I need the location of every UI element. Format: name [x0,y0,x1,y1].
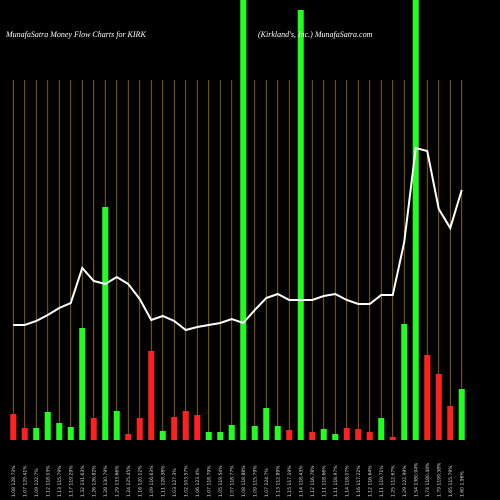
bar [366,432,373,440]
bar [79,328,86,440]
bar [297,10,304,440]
chart-subtitle: (Kirkland's, Inc.) MunafaSatra.com [258,30,373,39]
x-tick-label: 1.16 117.22% [356,465,362,497]
x-tick-label: 1.11 128.38% [160,465,166,497]
x-tick-label: 1.12 116.78% [310,465,316,497]
bar [171,417,178,440]
bar [458,389,465,440]
x-tick-label: 1.24 125.45% [126,465,132,497]
x-tick-label: 1.65 115.79% [448,465,454,497]
bar [263,408,270,440]
x-tick-label: 1.06 123.4% [195,468,201,497]
x-tick-label: 1.07 129.41% [22,465,28,497]
bar [136,418,143,440]
x-tick-label: 1.09 116.63% [149,465,155,497]
x-tick-label: 1.09 115.79% [252,465,258,497]
bar [320,429,327,440]
x-tick-label: 1.32 131.63% [80,465,86,497]
bar [274,426,281,440]
bar [240,0,247,440]
x-tick-label: 1.25 112.67% [390,465,396,497]
bar [286,430,293,440]
bar [355,429,362,440]
x-tick-label: 1.29 133.66% [114,465,120,497]
x-tick-label: 1.11 118.97% [333,465,339,497]
bar [412,0,419,440]
lines [13,146,463,332]
bar [90,418,97,440]
x-tick-label: 1.54 1380.94% [413,462,419,497]
chart-title: MunafaSatra Money Flow Charts for KIRK [5,30,146,39]
x-tick-label: 1.07 118.79% [206,465,212,497]
bar [159,431,166,440]
x-tick-label: 1.03 127.3% [172,468,178,497]
bar [182,411,189,440]
bar [309,432,316,440]
bar [67,427,74,440]
x-tick-label: 1.29 122.99% [402,465,408,497]
bar [435,374,442,440]
money-flow-line [13,146,463,332]
x-tick-label: 1.14 118.07% [344,465,350,497]
bar [44,412,51,440]
bar [33,428,40,440]
bar [194,415,201,440]
bar [21,428,28,440]
bar [148,351,155,440]
x-tick-label: 1.07 124.7% [264,468,270,497]
bar [332,434,339,440]
x-tick-label: 1.07 118.77% [229,465,235,497]
x-tick-label: 1.12 118.03% [45,465,51,497]
bar [205,432,212,440]
bar [125,434,132,440]
x-tick-label: 1.79 1199.38% [436,462,442,497]
x-tick-label: 1.15 117.19% [287,465,293,497]
x-tick-label: 1.28 130.79% [103,465,109,497]
bar [401,324,408,440]
x-tick-label: 1.26 126.82% [91,465,97,497]
x-tick-label: 1.08 118.88% [241,465,247,497]
bar [447,406,454,440]
x-tick-label: 1.16 120.12% [137,465,143,497]
x-tick-label: 1.08 128.73% [11,465,17,497]
bar [378,418,385,440]
bar [56,423,63,440]
x-tick-label: 1.14 118.43% [298,465,304,497]
bar [113,411,120,440]
x-tick-label: 1.17 119.29% [68,465,74,497]
bar [10,414,17,440]
bar [343,428,350,440]
x-tick-label: 1.11 119.71% [379,465,385,497]
bar [424,355,431,440]
x-tick-label: 1.11 118.66% [321,465,327,497]
x-tick-label: 1.02 103.57% [183,465,189,497]
x-tick-label: 1.05 119.54% [218,465,224,497]
x-tick-label: 1.60 1.96% [459,471,465,497]
bars [10,0,465,440]
labels: 1.08 128.73% 1.07 129.41% 1.09 122.7% 1.12 … [11,462,466,497]
x-tick-label: 1.09 122.7% [34,468,40,497]
bar [217,432,224,440]
x-tick-label: 1.74 1180.48% [425,462,431,497]
bar [251,426,258,440]
x-tick-label: 1.12 116.64% [367,465,373,497]
x-tick-label: 1.13 115.79% [57,465,63,497]
x-tick-label: 1.13 112.89% [275,465,281,497]
bar [389,437,396,440]
bar [228,425,235,440]
bar [102,207,109,440]
